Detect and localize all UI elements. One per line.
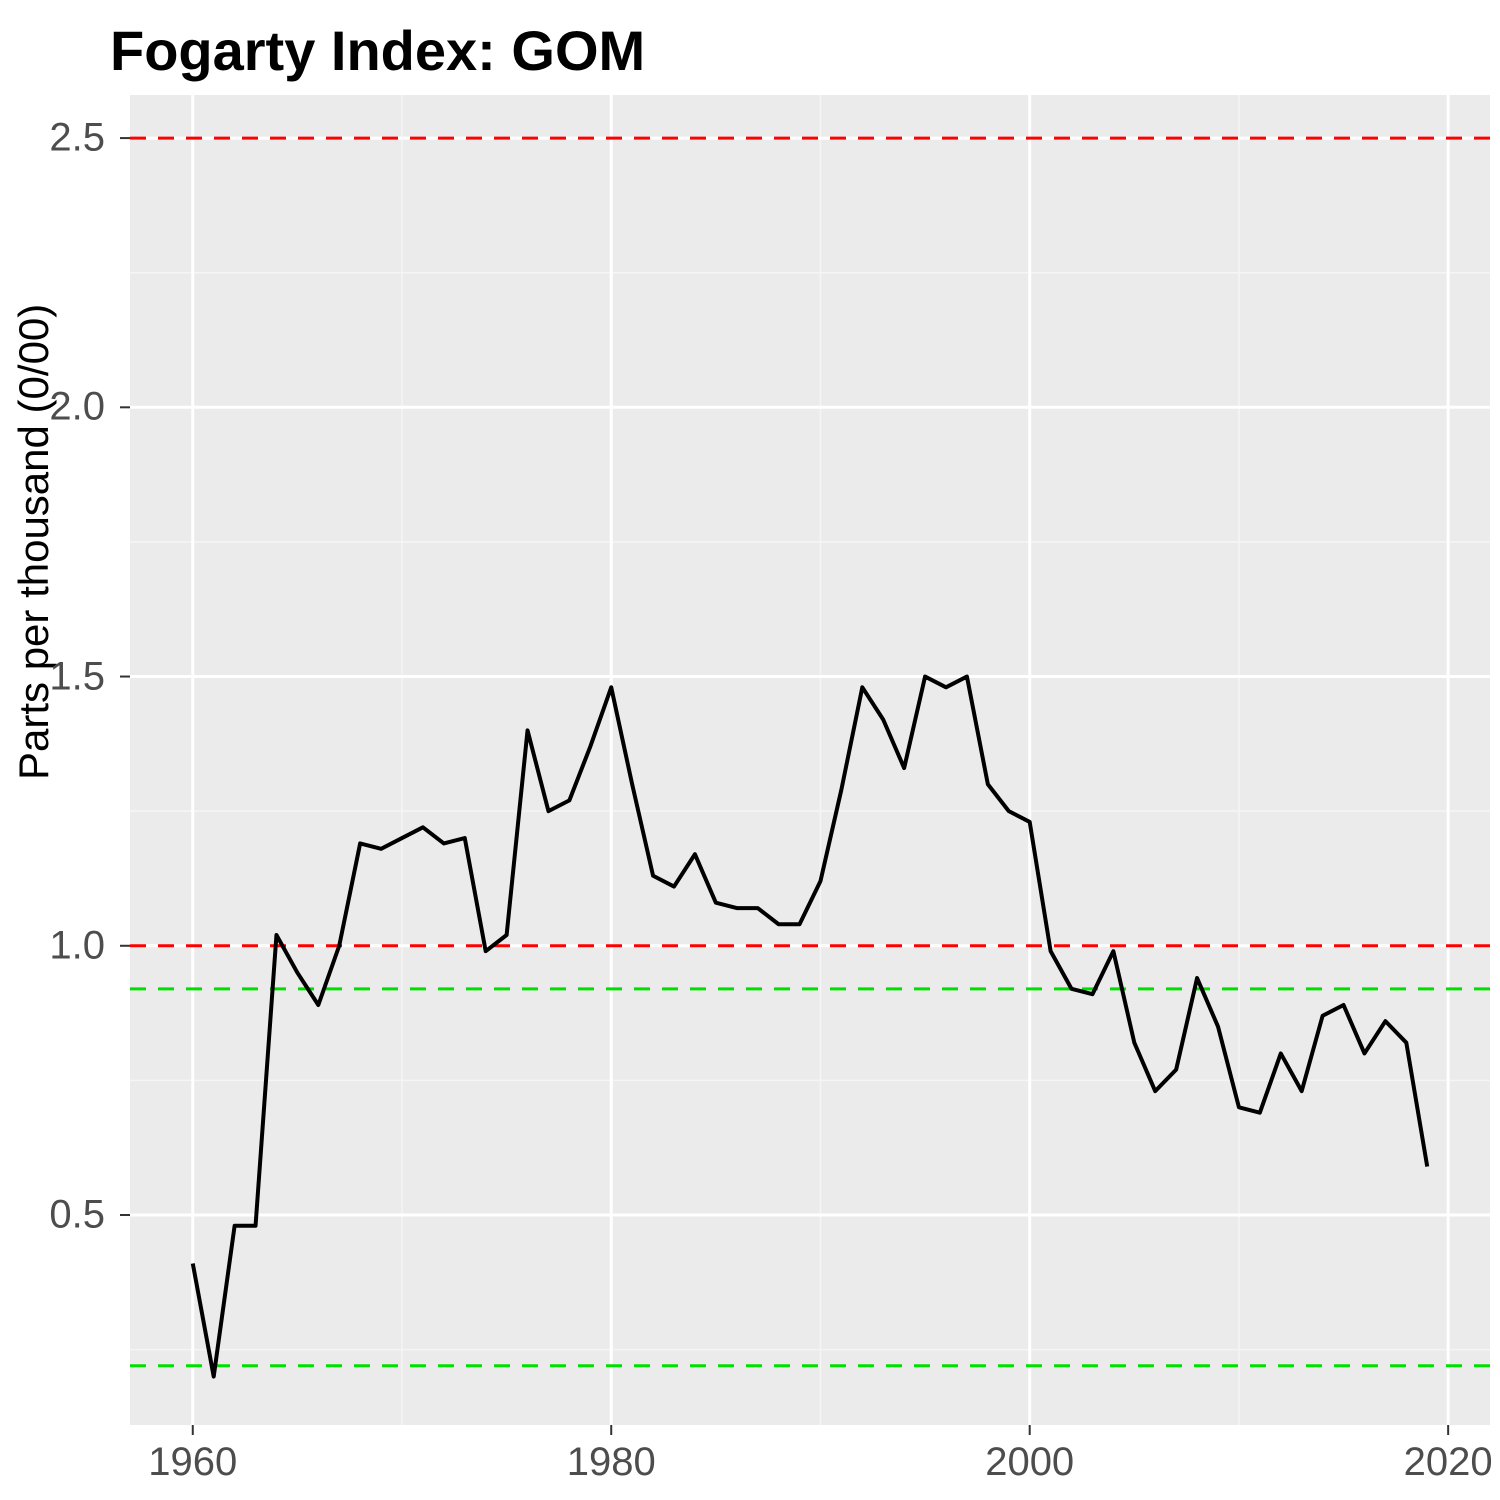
x-tick-label: 2020 — [1404, 1440, 1493, 1485]
y-tick-label: 1.5 — [49, 654, 105, 699]
y-tick-label: 0.5 — [49, 1193, 105, 1238]
chart-container: Fogarty Index: GOM Parts per thousand (0… — [0, 0, 1500, 1500]
x-tick-label: 2000 — [985, 1440, 1074, 1485]
x-tick-label: 1980 — [567, 1440, 656, 1485]
y-tick-label: 1.0 — [49, 923, 105, 968]
x-tick-label: 1960 — [148, 1440, 237, 1485]
y-tick-label: 2.0 — [49, 385, 105, 430]
y-tick-label: 2.5 — [49, 116, 105, 161]
plot-svg — [0, 0, 1500, 1500]
